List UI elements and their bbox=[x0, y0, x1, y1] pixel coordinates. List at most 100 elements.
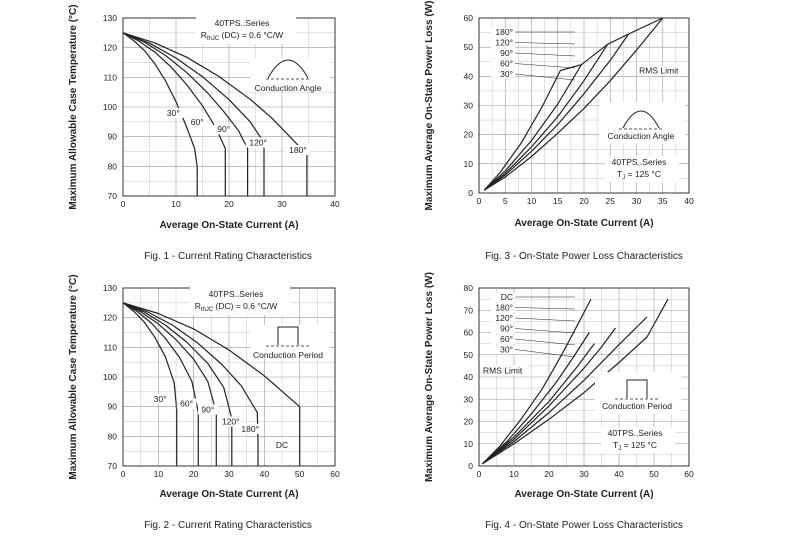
y-tick-label: 70 bbox=[464, 305, 474, 315]
legend-label: RMS Limit bbox=[483, 366, 523, 376]
legend-leader bbox=[514, 63, 576, 69]
x-tick-label: 60 bbox=[330, 469, 340, 479]
y-axis-title: Maximum Allowable Case Temperature (°C) bbox=[68, 4, 79, 209]
fig4-chart: 0 10 20 30 40 50 60 0 10 20 30 40 50 60 70 80 Average On… bbox=[424, 272, 694, 531]
legend-leader bbox=[514, 338, 576, 346]
legend-label-bg bbox=[491, 303, 515, 313]
conduction-label: Conduction Angle bbox=[255, 83, 322, 93]
figure-caption: Fig. 1 - Current Rating Characteristics bbox=[144, 251, 312, 262]
series-line-30- bbox=[122, 302, 178, 466]
series-line-60- bbox=[122, 32, 226, 196]
x-tick-label: 40 bbox=[684, 196, 694, 206]
figure-caption: Fig. 4 - On-State Power Loss Characteris… bbox=[485, 520, 683, 531]
legend-leader bbox=[514, 52, 576, 57]
legend-leader bbox=[514, 328, 576, 334]
legend-label-bg bbox=[491, 345, 515, 355]
junction-temp-note: TJ = 125 °C bbox=[617, 169, 661, 181]
fig3-chart: 0 5 10 15 20 25 30 35 40 0 10 20 30 40 50 60 Average On-… bbox=[424, 1, 694, 262]
x-tick-label: 30 bbox=[277, 199, 287, 209]
series-line-30- bbox=[482, 298, 592, 465]
x-tick-label: 30 bbox=[224, 469, 234, 479]
conduction-angle-icon bbox=[622, 110, 660, 129]
x-tick-label: 30 bbox=[579, 469, 589, 479]
series-line-60- bbox=[483, 64, 582, 191]
legend-label-bg bbox=[491, 314, 515, 323]
r-value: (DC) = 0.6 °C/W bbox=[213, 301, 277, 311]
y-tick-label: 130 bbox=[103, 13, 117, 23]
series-name-note: 40TPS..Series bbox=[215, 18, 270, 28]
x-tick-label: 40 bbox=[614, 469, 624, 479]
y-tick-label: 100 bbox=[103, 102, 117, 112]
series-line-dc bbox=[482, 298, 669, 465]
y-tick-label: 20 bbox=[464, 417, 474, 427]
y-tick-label: 30 bbox=[464, 101, 474, 111]
t-subscript: J bbox=[618, 446, 621, 452]
y-tick-label: 60 bbox=[464, 328, 474, 338]
legend-label: 90° bbox=[500, 48, 513, 58]
curve-label-bg bbox=[176, 398, 197, 409]
y-tick-label: 50 bbox=[464, 350, 474, 360]
series-line-90- bbox=[122, 32, 249, 196]
y-tick-label: 10 bbox=[464, 439, 474, 449]
series-line-120- bbox=[122, 302, 233, 466]
figure-caption: Fig. 2 - Current Rating Characteristics bbox=[144, 520, 312, 531]
y-tick-label: 70 bbox=[108, 191, 118, 201]
y-tick-label: 70 bbox=[108, 461, 118, 471]
series-line-180- bbox=[483, 17, 664, 191]
plot-frame bbox=[478, 17, 690, 194]
x-tick-label: 60 bbox=[684, 469, 694, 479]
curve-label: 30° bbox=[167, 108, 180, 118]
thermal-resistance-note: RthJC (DC) = 0.6 °C/W bbox=[201, 30, 284, 42]
y-tick-label: 40 bbox=[464, 372, 474, 382]
x-tick-label: 10 bbox=[171, 199, 181, 209]
conduction-period-icon bbox=[626, 379, 648, 398]
diagram-bg bbox=[599, 102, 685, 144]
series-line-120- bbox=[483, 33, 630, 191]
curve-label-bg bbox=[245, 137, 271, 148]
y-tick-label: 130 bbox=[103, 283, 117, 293]
y-axis-title: Maximum Average On-State Power Loss (W) bbox=[424, 1, 435, 211]
y-tick-label: 110 bbox=[103, 342, 117, 352]
y-tick-label: 80 bbox=[464, 283, 474, 293]
curve-label-bg bbox=[150, 394, 170, 405]
conduction-label: Conduction Period bbox=[253, 350, 323, 360]
y-tick-label: 90 bbox=[108, 132, 118, 142]
series-line-180- bbox=[122, 32, 308, 196]
note-bg bbox=[605, 156, 679, 182]
x-axis-title: Average On-State Current (A) bbox=[159, 489, 298, 500]
y-tick-label: 80 bbox=[108, 161, 118, 171]
t-value: = 125 °C bbox=[621, 440, 657, 450]
diagram-bg bbox=[250, 58, 330, 92]
series-line-120- bbox=[122, 32, 265, 196]
r-symbol: R bbox=[195, 301, 201, 311]
legend-label: 180° bbox=[495, 303, 513, 313]
legend-label: 30° bbox=[500, 69, 513, 79]
x-tick-label: 50 bbox=[649, 469, 659, 479]
series-line-30- bbox=[122, 32, 198, 196]
x-tick-label: 0 bbox=[121, 199, 126, 209]
legend-label-bg bbox=[491, 70, 515, 79]
curve-label-bg bbox=[198, 404, 218, 415]
t-symbol: T bbox=[613, 440, 618, 450]
t-symbol: T bbox=[617, 169, 622, 179]
x-tick-label: 0 bbox=[121, 469, 126, 479]
curve-label: 180° bbox=[241, 424, 259, 434]
y-tick-label: 30 bbox=[464, 394, 474, 404]
curve-label: 90° bbox=[201, 405, 214, 415]
y-tick-label: 20 bbox=[464, 130, 474, 140]
t-value: = 125 °C bbox=[625, 169, 661, 179]
x-tick-label: 15 bbox=[553, 196, 563, 206]
x-axis-title: Average On-State Current (A) bbox=[514, 489, 653, 500]
figure-caption: Fig. 3 - On-State Power Loss Characteris… bbox=[485, 251, 683, 262]
legend-label-bg bbox=[491, 49, 515, 58]
series-line-60- bbox=[482, 332, 590, 465]
y-tick-label: 120 bbox=[103, 313, 117, 323]
r-subscript: thJC bbox=[207, 36, 220, 42]
x-tick-label: 20 bbox=[579, 196, 589, 206]
curve-label: 180° bbox=[289, 145, 307, 155]
fig1-chart: 0 10 20 30 40 70 80 90 100 110 120 130 Average On-St… bbox=[68, 4, 340, 262]
x-tick-label: 10 bbox=[527, 196, 537, 206]
legend-label-bg bbox=[491, 59, 515, 69]
x-tick-label: 50 bbox=[295, 469, 305, 479]
